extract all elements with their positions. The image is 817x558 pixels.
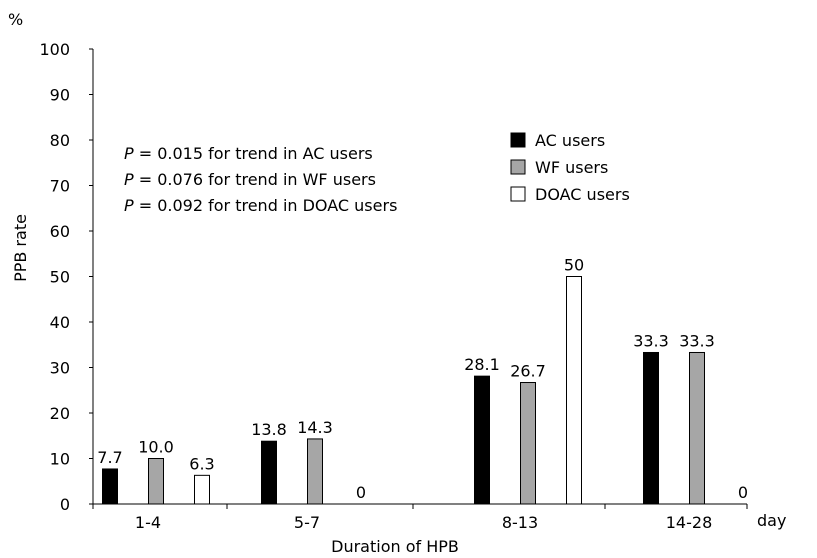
legend: AC users WF users DOAC users [510,131,630,204]
legend-label-doac: DOAC users [535,185,630,204]
y-tick-label: 100 [39,40,70,59]
bar [307,438,323,505]
x-unit-label: day [757,511,786,530]
bar [566,276,582,505]
bar [148,458,164,505]
data-label: 26.7 [510,362,546,381]
y-tick-label: 70 [50,177,70,196]
y-tick-label: 30 [50,359,70,378]
bar [689,351,705,505]
data-label: 6.3 [189,454,214,473]
data-label: 0 [738,483,748,502]
data-label: 10.0 [138,438,174,457]
y-tick-label: 80 [50,131,70,150]
bars [102,276,705,505]
x-tick-label: 1-4 [135,513,161,532]
legend-label-wf: WF users [535,158,608,177]
y-tick-label: 10 [50,450,70,469]
x-tick-label: 8-13 [502,513,538,532]
data-label: 28.1 [464,355,500,374]
data-label: 33.3 [633,331,669,350]
y-tick-label: 90 [50,86,70,105]
annotation-ac: P = 0.015 for trend in AC users [124,144,373,163]
bar [520,382,536,505]
legend-swatch-wf [510,159,526,175]
bar [102,468,118,505]
bar [474,375,490,505]
bar [194,474,210,505]
axes: 0 10 20 30 40 50 60 70 80 90 100 1-4 5-7 8-13 14-28 [39,40,748,532]
data-label: 13.8 [251,420,287,439]
legend-swatch-ac [510,132,526,148]
y-unit-label: % [8,10,23,29]
annotation-doac: P = 0.092 for trend in DOAC users [124,196,397,215]
legend-swatch-doac [510,186,526,202]
y-axis-title: PPB rate [11,214,30,282]
y-tick-label: 20 [50,404,70,423]
y-tick-label: 50 [50,268,70,287]
annotation-wf: P = 0.076 for trend in WF users [124,170,376,189]
y-tick-label: 0 [60,495,70,514]
value-labels: 7.7 13.8 28.1 33.3 10.0 14.3 26.7 33.3 6.3 0 50 0 [97,256,748,503]
x-tick-label: 5-7 [294,513,320,532]
data-label: 0 [356,483,366,502]
y-tick-label: 40 [50,313,70,332]
data-label: 50 [564,256,584,275]
data-label: 7.7 [97,448,122,467]
y-tick-label: 60 [50,222,70,241]
data-label: 33.3 [679,331,715,350]
legend-label-ac: AC users [535,131,605,150]
bar [643,351,659,505]
x-axis-title: Duration of HPB [331,537,459,556]
data-label: 14.3 [297,418,333,437]
x-tick-label: 14-28 [666,513,713,532]
bar [261,440,277,505]
trend-annotations: P = 0.015 for trend in AC users P = 0.07… [124,144,397,215]
